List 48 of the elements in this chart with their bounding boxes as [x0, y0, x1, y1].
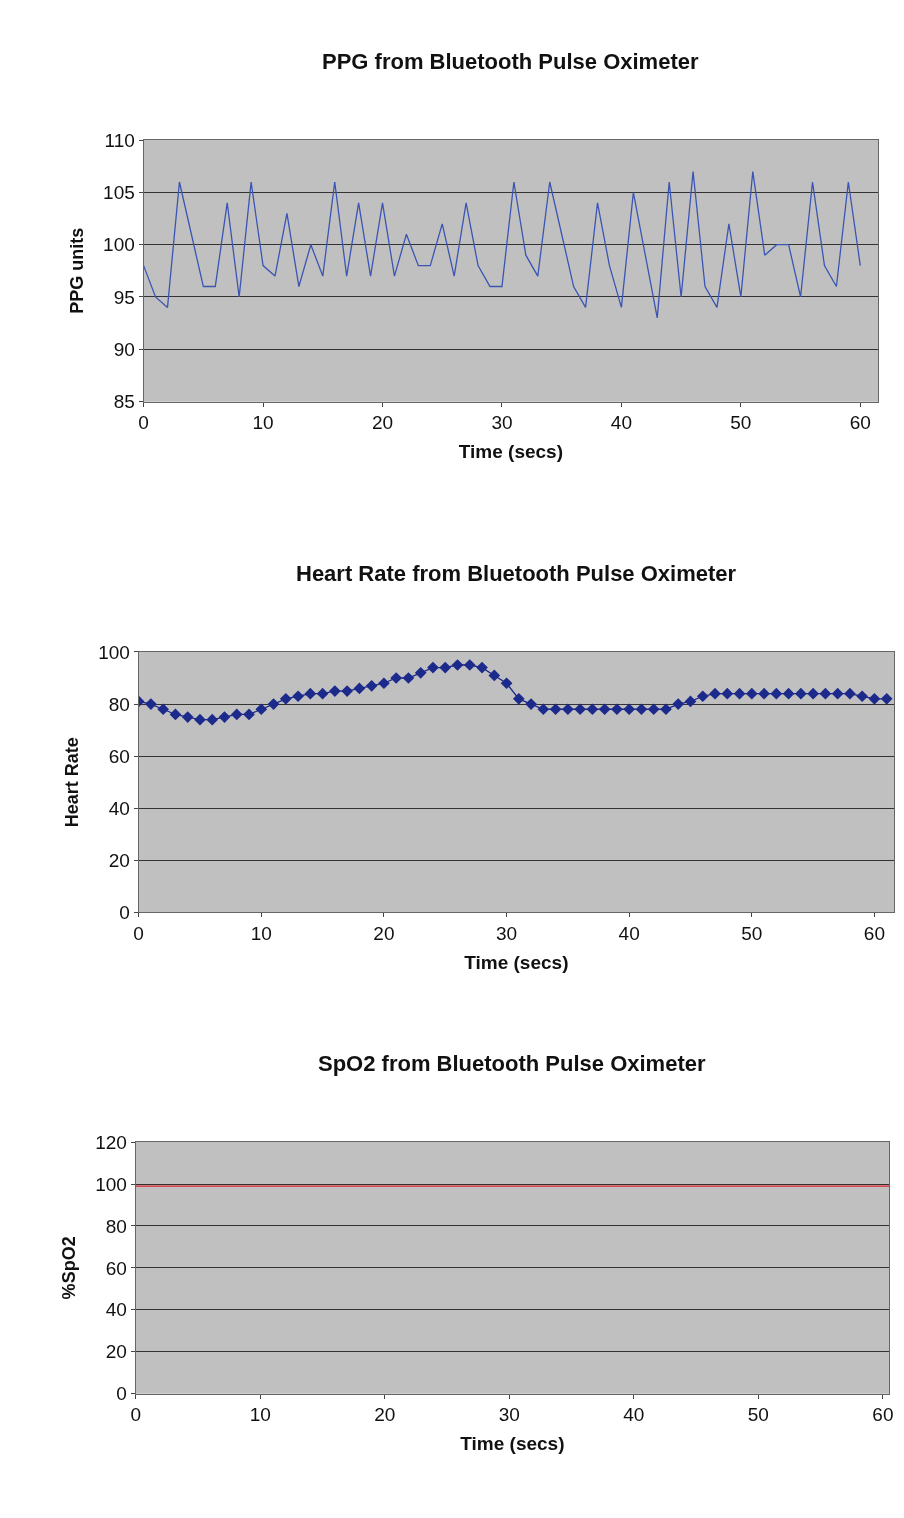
y-axis-title: %SpO2: [59, 1236, 80, 1300]
y-tick-label: 80: [108, 693, 130, 715]
x-tick-label: 10: [249, 1404, 271, 1426]
y-tick-label: 100: [103, 234, 135, 256]
y-tick-label: 100: [98, 641, 130, 663]
chart-title: SpO2 from Bluetooth Pulse Oximeter: [318, 1051, 706, 1076]
y-tick-label: 120: [95, 1131, 127, 1153]
x-tick-label: 20: [374, 1404, 396, 1426]
y-tick-label: 80: [105, 1215, 127, 1237]
y-tick-label: 60: [105, 1257, 127, 1279]
x-tick-label: 10: [250, 923, 272, 945]
x-tick-label: 60: [872, 1404, 894, 1426]
y-tick-label: 40: [105, 1299, 127, 1321]
y-tick-label: 20: [105, 1341, 127, 1363]
y-tick-label: 0: [119, 901, 130, 923]
y-axis-title: Heart Rate: [62, 737, 83, 828]
y-tick-label: 0: [116, 1383, 127, 1405]
x-tick-label: 0: [138, 412, 149, 434]
y-axis-title: PPG units: [67, 227, 88, 314]
chart-title: Heart Rate from Bluetooth Pulse Oximeter: [296, 561, 737, 586]
y-tick-label: 95: [113, 286, 135, 308]
line-series: [143, 170, 861, 319]
x-axis-title: Time (secs): [458, 441, 564, 463]
chart-title: PPG from Bluetooth Pulse Oximeter: [322, 49, 699, 74]
y-tick-label: 20: [108, 849, 130, 871]
y-tick-label: 110: [104, 129, 135, 151]
y-tick-label: 100: [95, 1173, 127, 1195]
x-tick-label: 50: [730, 412, 752, 434]
x-tick-label: 20: [371, 412, 394, 434]
y-tick-label: 90: [113, 338, 135, 360]
y-tick-label: 60: [108, 745, 130, 767]
x-tick-label: 40: [623, 1404, 645, 1426]
x-tick-label: 50: [741, 923, 763, 945]
x-tick-label: 20: [373, 923, 395, 945]
x-tick-label: 40: [610, 412, 632, 434]
x-tick-label: 40: [618, 923, 640, 945]
x-tick-label: 60: [849, 412, 871, 434]
y-tick-label: 105: [103, 182, 135, 204]
x-axis-title: Time (secs): [464, 951, 569, 973]
x-tick-label: 30: [491, 412, 513, 434]
y-tick-label: 85: [113, 391, 135, 413]
x-tick-label: 30: [498, 1404, 520, 1426]
x-tick-label: 50: [747, 1404, 769, 1426]
y-tick-label: 40: [108, 797, 130, 819]
x-tick-label: 60: [863, 923, 886, 945]
x-axis-title: Time (secs): [460, 1433, 565, 1455]
x-tick-label: 10: [252, 412, 274, 434]
x-tick-label: 30: [495, 923, 518, 945]
